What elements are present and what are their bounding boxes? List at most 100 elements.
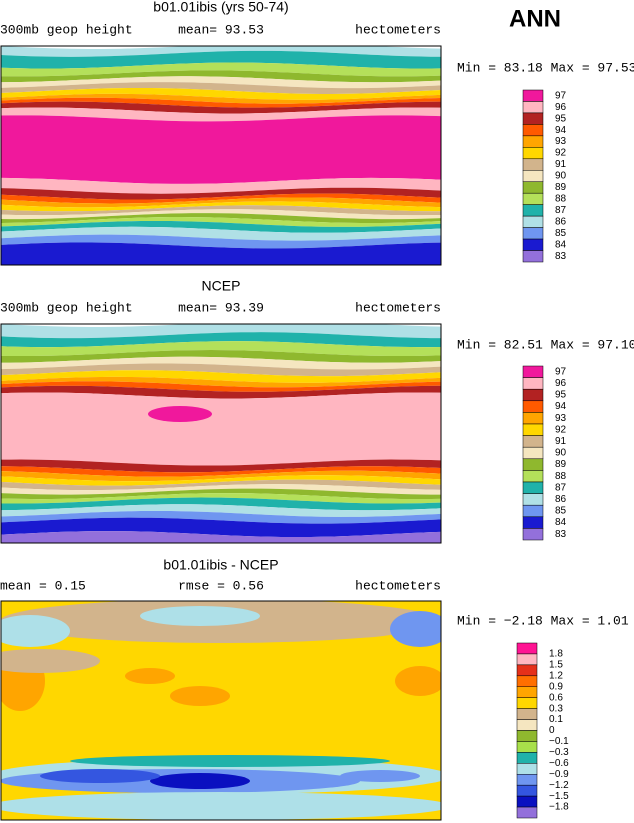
colorbar-label: 85 xyxy=(555,228,567,239)
colorbar-box xyxy=(516,719,538,731)
colorbar-label: 87 xyxy=(555,205,567,216)
map-frame xyxy=(0,323,442,544)
contour-band xyxy=(1,356,441,370)
contour-band xyxy=(1,324,441,339)
panel-title: NCEP xyxy=(202,278,241,294)
contour-band xyxy=(1,187,441,200)
range-label: Min = 82.51 Max = 97.10 xyxy=(457,337,634,352)
colorbar-label: 91 xyxy=(555,159,567,170)
contour-band xyxy=(1,470,441,482)
colorbar-box xyxy=(522,135,544,148)
contour-blob xyxy=(40,769,160,783)
contour-band xyxy=(1,376,441,388)
contour-band xyxy=(1,370,441,383)
colorbar-label: 84 xyxy=(555,239,567,250)
colorbar-label: 83 xyxy=(555,529,567,540)
panel-title: b01.01ibis (yrs 50-74) xyxy=(153,0,288,15)
contour-band xyxy=(1,70,441,83)
contour-band xyxy=(1,459,441,473)
contour-band xyxy=(1,510,441,524)
colorbar-label: 89 xyxy=(555,182,567,193)
left-label: 300mb geop height xyxy=(0,22,133,37)
colorbar-box xyxy=(516,664,538,677)
contour-band xyxy=(1,466,441,477)
contour-band xyxy=(1,381,441,392)
colorbar-box xyxy=(516,752,538,764)
center-label: mean= 93.53 xyxy=(178,22,264,37)
colorbar-box xyxy=(516,653,538,666)
contour-band xyxy=(1,504,441,517)
colorbar-label: 91 xyxy=(555,436,567,447)
contour-blob xyxy=(1,792,441,820)
colorbar-box xyxy=(522,101,544,114)
colorbar-label: 96 xyxy=(555,102,567,113)
contour-blob xyxy=(148,406,212,422)
colorbar-box xyxy=(522,124,544,137)
colorbar-label: 89 xyxy=(555,459,567,470)
colorbar-box xyxy=(516,730,538,742)
contour-band xyxy=(1,197,441,208)
colorbar-box xyxy=(522,388,544,402)
colorbar-label: 95 xyxy=(555,113,567,124)
colorbar-label: 0.1 xyxy=(549,714,563,725)
contour-band xyxy=(1,363,441,377)
contour-band xyxy=(1,209,441,220)
contour-band xyxy=(1,497,441,511)
center-label: rmse = 0.56 xyxy=(178,578,264,593)
colorbar-label: 83 xyxy=(555,251,567,262)
contour-blob xyxy=(125,668,175,684)
colorbar-box xyxy=(522,458,544,471)
contour-band xyxy=(1,488,441,500)
colorbar-label: −0.6 xyxy=(549,758,569,769)
colorbar-box xyxy=(522,192,544,205)
colorbar-box xyxy=(522,238,544,251)
colorbar-box xyxy=(522,516,544,529)
colorbar-label: 94 xyxy=(555,125,567,136)
colorbar-box xyxy=(516,741,538,753)
contour-band xyxy=(1,93,441,104)
colorbar-label: 0.9 xyxy=(549,681,563,692)
colorbar-label: 88 xyxy=(555,471,567,482)
colorbar-label: −0.1 xyxy=(549,736,569,747)
contour-band xyxy=(1,220,441,233)
contour-band xyxy=(1,475,441,486)
contour-band xyxy=(1,101,441,114)
map xyxy=(1,46,441,265)
colorbar-box xyxy=(522,423,544,436)
contour-band xyxy=(1,484,441,495)
contour-band xyxy=(1,193,441,204)
center-label: mean= 93.39 xyxy=(178,300,264,315)
contour-band xyxy=(1,201,441,212)
contour-band xyxy=(1,177,441,194)
contour-band xyxy=(1,479,441,491)
colorbar-box xyxy=(522,170,544,182)
colorbar-label: 0.6 xyxy=(549,692,563,703)
contour-band xyxy=(1,392,441,466)
contour-blob xyxy=(390,611,441,647)
contour-band xyxy=(1,242,441,265)
colorbar-box xyxy=(522,89,544,102)
colorbar-label: 93 xyxy=(555,136,567,147)
colorbar-label: 96 xyxy=(555,378,567,389)
colorbar-box xyxy=(522,377,544,390)
colorbar-label: −1.2 xyxy=(549,780,569,791)
contour-band xyxy=(1,332,441,348)
range-label: Min = 83.18 Max = 97.53 xyxy=(457,60,634,75)
colorbar-box xyxy=(516,795,538,808)
contour-band xyxy=(1,234,441,249)
colorbar-box xyxy=(522,400,544,413)
colorbar-box xyxy=(516,708,538,720)
colorbar-label: 93 xyxy=(555,413,567,424)
colorbar-label: 1.5 xyxy=(549,660,563,671)
right-label: hectometers xyxy=(355,578,441,593)
colorbar-label: −0.3 xyxy=(549,747,569,758)
colorbar-label: 1.2 xyxy=(549,670,563,681)
contour-band xyxy=(1,350,441,363)
colorbar-box xyxy=(522,158,544,171)
colorbar-box xyxy=(522,250,544,263)
colorbar-box xyxy=(522,504,544,518)
contour-band xyxy=(1,385,441,399)
colorbar-label: −1.8 xyxy=(549,802,569,813)
colorbar-box xyxy=(522,365,544,378)
contour-band xyxy=(1,226,441,241)
